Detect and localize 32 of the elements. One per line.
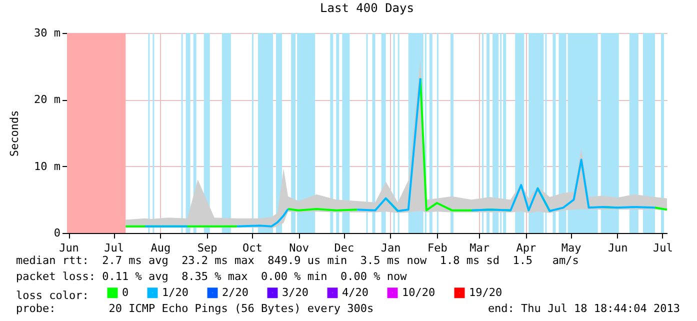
legend-label: 3/20 (282, 286, 308, 299)
x-tick-label: Mar (470, 242, 490, 254)
x-tick-label: Jun (59, 242, 79, 254)
legend-label: 10/20 (402, 286, 436, 299)
legend-label: 1/20 (162, 286, 188, 299)
x-tick-label: Nov (289, 242, 310, 254)
x-tick-label: Jun (608, 242, 628, 254)
x-tick-label: Dec (334, 242, 354, 254)
y-axis-title: Seconds (8, 110, 22, 157)
y-tick-label: 0 (54, 226, 60, 240)
y-tick-label: 10 m (34, 160, 61, 173)
legend-label: 2/20 (222, 286, 248, 299)
legend-label: 19/20 (469, 286, 502, 299)
x-tick-label: Jul (653, 242, 673, 254)
chart-title: Last 400 Days (320, 1, 414, 15)
x-tick-label: May (561, 242, 582, 254)
text: end: Thu Jul 18 18:44:04 2013 (488, 302, 680, 315)
y-tick-label: 30 m (34, 26, 61, 40)
x-tick-label: Oct (242, 242, 262, 254)
legend-label: 0 (122, 286, 129, 299)
legend-title: loss color: (16, 289, 89, 302)
x-tick-label: Feb (427, 242, 448, 254)
legend-label: 4/20 (342, 286, 368, 299)
x-tick-label: Aug (150, 242, 171, 254)
text: packet loss: 0.11 % avg 8.35 % max 0.00 % min 0.00 % now (16, 270, 408, 283)
y-tick-label: 20 m (34, 93, 61, 106)
text: median rtt: 2.7 ms avg 23.2 ms max 849.9 us min 3.5 ms now 1.8 ms sd 1.5 am/s (16, 254, 579, 267)
x-tick-label: Jan (380, 242, 401, 254)
x-tick-label: Sep (197, 242, 218, 254)
x-tick-label: Apr (516, 242, 536, 254)
x-tick-label: Jul (104, 242, 124, 254)
text: probe: 20 ICMP Echo Pings (56 Bytes) every 300s (16, 302, 374, 315)
